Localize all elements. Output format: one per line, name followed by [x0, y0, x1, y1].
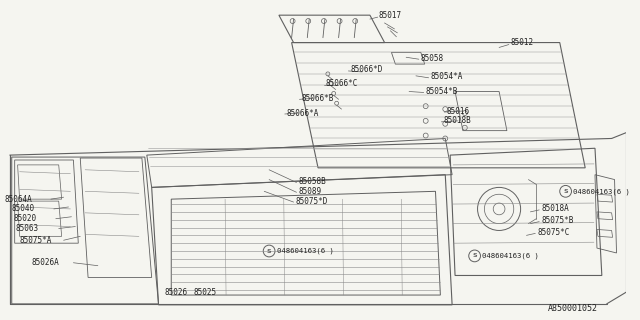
Text: 85066*D: 85066*D [350, 66, 383, 75]
Text: 85040: 85040 [12, 204, 35, 213]
Text: 85054*B: 85054*B [426, 87, 458, 96]
Text: 85018A: 85018A [541, 204, 569, 213]
Text: 85063: 85063 [15, 224, 39, 233]
Text: 85075*C: 85075*C [537, 228, 570, 237]
Text: 048604163(6 ): 048604163(6 ) [573, 188, 630, 195]
Text: A850001052: A850001052 [548, 304, 598, 313]
Text: 85058B: 85058B [298, 177, 326, 186]
Text: 85017: 85017 [379, 11, 402, 20]
Text: S: S [472, 253, 477, 259]
Text: 85075*D: 85075*D [296, 196, 328, 206]
Text: 048604163(6 ): 048604163(6 ) [277, 248, 334, 254]
Text: 048604163(6 ): 048604163(6 ) [483, 253, 540, 259]
Text: 85089: 85089 [298, 187, 321, 196]
Text: 85075*B: 85075*B [541, 216, 573, 225]
Text: 85064A: 85064A [5, 195, 33, 204]
Text: S: S [267, 249, 271, 253]
Text: 85066*C: 85066*C [326, 79, 358, 88]
Text: S: S [563, 189, 568, 194]
Text: 85026: 85026 [164, 288, 188, 297]
Text: 85026A: 85026A [31, 258, 59, 267]
Text: 85025: 85025 [194, 288, 217, 297]
Text: 85066*B: 85066*B [301, 94, 334, 103]
Text: 85016: 85016 [446, 107, 469, 116]
Text: 85054*A: 85054*A [431, 72, 463, 81]
Text: 85020: 85020 [13, 214, 37, 223]
Text: 85018B: 85018B [444, 116, 471, 125]
Text: 85066*A: 85066*A [287, 108, 319, 117]
Text: 85075*A: 85075*A [20, 236, 52, 245]
Text: 85012: 85012 [511, 38, 534, 47]
Text: 85058: 85058 [420, 54, 444, 63]
